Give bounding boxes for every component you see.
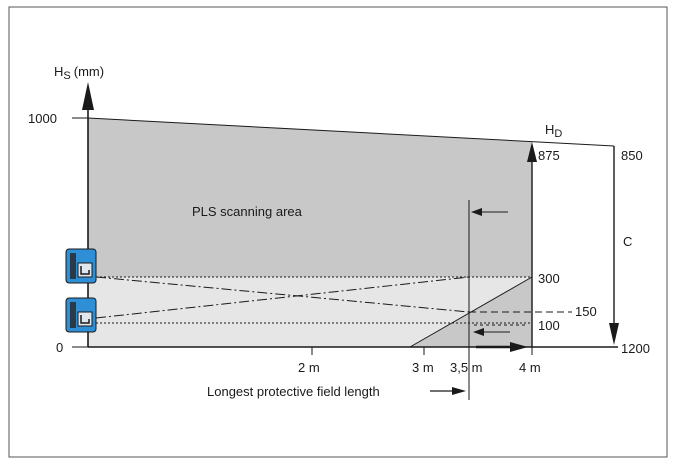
value-100: 100 [538, 318, 560, 333]
caption-longest-field: Longest protective field length [207, 384, 380, 399]
x-label-3m: 3 m [412, 360, 434, 375]
value-300: 300 [538, 271, 560, 286]
x-label-2m: 2 m [298, 360, 320, 375]
hd-label: HD [545, 122, 562, 140]
scan-line-lower [95, 276, 470, 319]
caption-arrow-icon [452, 387, 466, 395]
tick-0-label: 0 [56, 340, 63, 355]
x-label-4m: 4 m [519, 360, 541, 375]
y-axis-arrow-icon [82, 82, 94, 110]
baseline-arrow-icon [510, 342, 528, 352]
value-850: 850 [621, 148, 643, 163]
lower-field-region [88, 277, 532, 347]
left-arrow-upper-icon [471, 208, 482, 216]
sensor-upper-icon [65, 248, 97, 284]
tick-1000-label: 1000 [28, 111, 57, 126]
value-150: 150 [575, 304, 597, 319]
x-label-3-5m: 3,5 m [450, 360, 483, 375]
scanning-area-label: PLS scanning area [192, 204, 303, 219]
left-arrow-lower-icon [473, 328, 484, 336]
dimension-c-label: C [623, 234, 632, 249]
top-boundary-line [87, 117, 615, 147]
hd-arrow-icon [527, 142, 537, 162]
value-875: 875 [538, 148, 560, 163]
sensor-lower-icon [65, 297, 97, 333]
c-arrow-icon [609, 323, 619, 345]
value-1200: 1200 [621, 341, 650, 356]
scan-line-upper [95, 276, 470, 313]
y-axis-title: HS (mm) [54, 64, 104, 82]
